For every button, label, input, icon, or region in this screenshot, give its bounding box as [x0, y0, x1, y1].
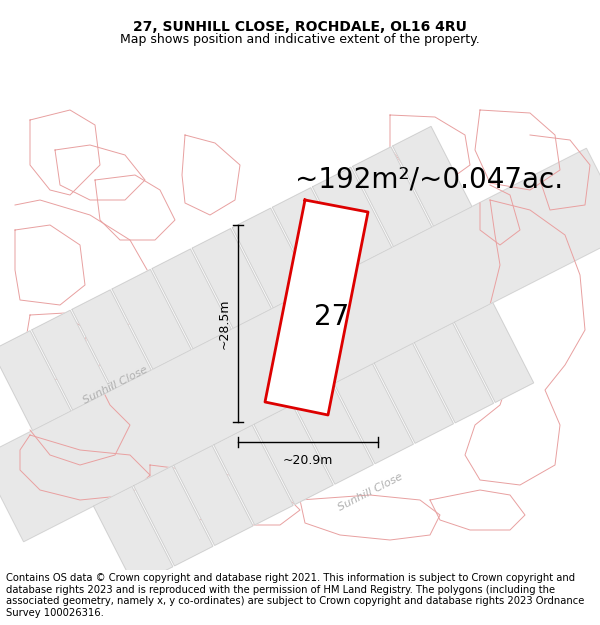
Text: ~28.5m: ~28.5m — [218, 298, 230, 349]
Polygon shape — [94, 486, 173, 586]
Text: Contains OS data © Crown copyright and database right 2021. This information is : Contains OS data © Crown copyright and d… — [6, 573, 584, 618]
Polygon shape — [32, 311, 111, 410]
Text: 27, SUNHILL CLOSE, ROCHDALE, OL16 4RU: 27, SUNHILL CLOSE, ROCHDALE, OL16 4RU — [133, 20, 467, 34]
Polygon shape — [0, 331, 71, 431]
Polygon shape — [334, 364, 413, 464]
Polygon shape — [0, 148, 600, 542]
Polygon shape — [313, 168, 392, 267]
Polygon shape — [272, 188, 352, 288]
Text: Map shows position and indicative extent of the property.: Map shows position and indicative extent… — [120, 33, 480, 46]
Text: 27: 27 — [314, 303, 349, 331]
Text: ~192m²/~0.047ac.: ~192m²/~0.047ac. — [295, 166, 563, 194]
Polygon shape — [232, 208, 311, 308]
Polygon shape — [265, 200, 368, 415]
Polygon shape — [134, 466, 213, 566]
Polygon shape — [174, 446, 253, 546]
Polygon shape — [112, 269, 191, 369]
Polygon shape — [214, 425, 293, 525]
Polygon shape — [393, 126, 472, 226]
Polygon shape — [353, 147, 432, 247]
Polygon shape — [152, 249, 232, 349]
Polygon shape — [454, 302, 533, 402]
Text: Sunhill Close: Sunhill Close — [81, 364, 149, 406]
Text: Sunhill Close: Sunhill Close — [336, 471, 404, 512]
Polygon shape — [254, 405, 333, 504]
Polygon shape — [192, 229, 271, 328]
Polygon shape — [294, 384, 373, 484]
Polygon shape — [374, 344, 454, 443]
Polygon shape — [72, 290, 151, 389]
Text: ~20.9m: ~20.9m — [283, 454, 333, 466]
Polygon shape — [415, 323, 494, 422]
